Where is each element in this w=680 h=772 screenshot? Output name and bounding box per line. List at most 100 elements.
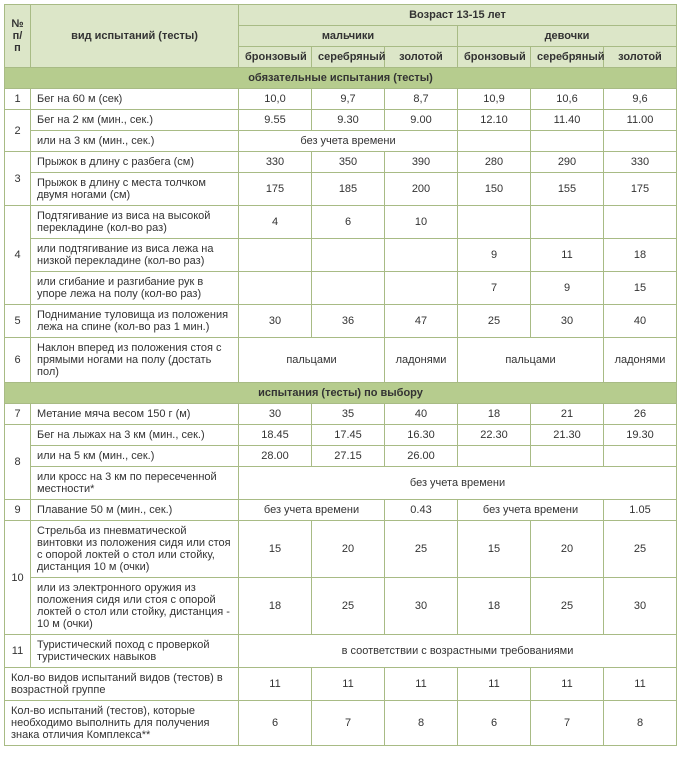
val: 11 (239, 668, 312, 701)
val (531, 446, 604, 467)
val: 18 (458, 578, 531, 635)
val: 10 (385, 206, 458, 239)
val: 8 (604, 701, 677, 746)
val: 18 (239, 578, 312, 635)
table-row: 2 Бег на 2 км (мин., сек.) 9.55 9.30 9.0… (5, 110, 677, 131)
val-merged: без учета времени (239, 131, 458, 152)
val: 9 (531, 272, 604, 305)
val: 11 (604, 668, 677, 701)
val: 330 (239, 152, 312, 173)
val: 20 (531, 521, 604, 578)
test-name: Бег на лыжах на 3 км (мин., сек.) (31, 425, 239, 446)
val: 40 (604, 305, 677, 338)
test-name: Прыжок в длину с разбега (см) (31, 152, 239, 173)
test-name: Прыжок в длину с места толчком двумя ног… (31, 173, 239, 206)
row-num: 7 (5, 404, 31, 425)
col-boys-gold: золотой (385, 47, 458, 68)
test-name: Подтягивание из виса на высокой переклад… (31, 206, 239, 239)
test-name: или из электронного оружия из положения … (31, 578, 239, 635)
row-num: 9 (5, 500, 31, 521)
val: ладонями (604, 338, 677, 383)
val: 40 (385, 404, 458, 425)
test-name: Поднимание туловища из положения лежа на… (31, 305, 239, 338)
table-row: 5 Поднимание туловища из положения лежа … (5, 305, 677, 338)
table-row: 11 Туристический поход с проверкой турис… (5, 635, 677, 668)
test-name: Наклон вперед из положения стоя с прямым… (31, 338, 239, 383)
table-row: или подтягивание из виса лежа на низкой … (5, 239, 677, 272)
gto-standards-table: № п/п вид испытаний (тесты) Возраст 13-1… (4, 4, 677, 746)
val: 175 (239, 173, 312, 206)
val: 11 (531, 239, 604, 272)
val: 25 (531, 578, 604, 635)
test-name: Метание мяча весом 150 г (м) (31, 404, 239, 425)
val: 12.10 (458, 110, 531, 131)
val (239, 272, 312, 305)
test-name: или на 5 км (мин., сек.) (31, 446, 239, 467)
table-row: Прыжок в длину с места толчком двумя ног… (5, 173, 677, 206)
val: 7 (531, 701, 604, 746)
val: 21 (531, 404, 604, 425)
test-name: Туристический поход с проверкой туристич… (31, 635, 239, 668)
val: 21.30 (531, 425, 604, 446)
table-row: 10 Стрельба из пневматической винтовки и… (5, 521, 677, 578)
table-row: или кросс на 3 км по пересеченной местно… (5, 467, 677, 500)
row-num: 3 (5, 152, 31, 206)
val (458, 206, 531, 239)
val-merged: без учета времени (239, 500, 385, 521)
val: 9,6 (604, 89, 677, 110)
val: 11 (531, 668, 604, 701)
row-num: 1 (5, 89, 31, 110)
section-optional: испытания (тесты) по выбору (5, 383, 677, 404)
val: 30 (531, 305, 604, 338)
table-row: 4 Подтягивание из виса на высокой перекл… (5, 206, 677, 239)
row-num: 6 (5, 338, 31, 383)
val: 330 (604, 152, 677, 173)
val: 15 (239, 521, 312, 578)
col-test-type: вид испытаний (тесты) (31, 5, 239, 68)
val-merged: пальцами (239, 338, 385, 383)
table-row: 7 Метание мяча весом 150 г (м) 30 35 40 … (5, 404, 677, 425)
section-mandatory: обязательные испытания (тесты) (5, 68, 677, 89)
val: 25 (604, 521, 677, 578)
val: 28.00 (239, 446, 312, 467)
val: 17.45 (312, 425, 385, 446)
val: 1.05 (604, 500, 677, 521)
val (604, 131, 677, 152)
val: 8,7 (385, 89, 458, 110)
val: 18 (604, 239, 677, 272)
val (385, 239, 458, 272)
val: 9.00 (385, 110, 458, 131)
val: 30 (239, 404, 312, 425)
val: ладонями (385, 338, 458, 383)
val (312, 239, 385, 272)
val: 200 (385, 173, 458, 206)
table-row: Кол-во испытаний (тестов), которые необх… (5, 701, 677, 746)
row-num: 8 (5, 425, 31, 500)
val: 16.30 (385, 425, 458, 446)
val: 0.43 (385, 500, 458, 521)
val: 27.15 (312, 446, 385, 467)
test-name: или кросс на 3 км по пересеченной местно… (31, 467, 239, 500)
val: 26.00 (385, 446, 458, 467)
val: 10,0 (239, 89, 312, 110)
table-row: 3 Прыжок в длину с разбега (см) 330 350 … (5, 152, 677, 173)
val-merged: без учета времени (239, 467, 677, 500)
val: 19.30 (604, 425, 677, 446)
row-num: 4 (5, 206, 31, 305)
val: 6 (458, 701, 531, 746)
test-name: или подтягивание из виса лежа на низкой … (31, 239, 239, 272)
table-row: или из электронного оружия из положения … (5, 578, 677, 635)
val: 35 (312, 404, 385, 425)
val: 10,9 (458, 89, 531, 110)
val (239, 239, 312, 272)
col-girls-silver: серебряный (531, 47, 604, 68)
test-name: Бег на 2 км (мин., сек.) (31, 110, 239, 131)
val: 290 (531, 152, 604, 173)
val: 30 (604, 578, 677, 635)
val: 18.45 (239, 425, 312, 446)
val: 15 (458, 521, 531, 578)
val: 30 (385, 578, 458, 635)
test-name: Плавание 50 м (мин., сек.) (31, 500, 239, 521)
val: 36 (312, 305, 385, 338)
summary-name: Кол-во видов испытаний видов (тестов) в … (5, 668, 239, 701)
